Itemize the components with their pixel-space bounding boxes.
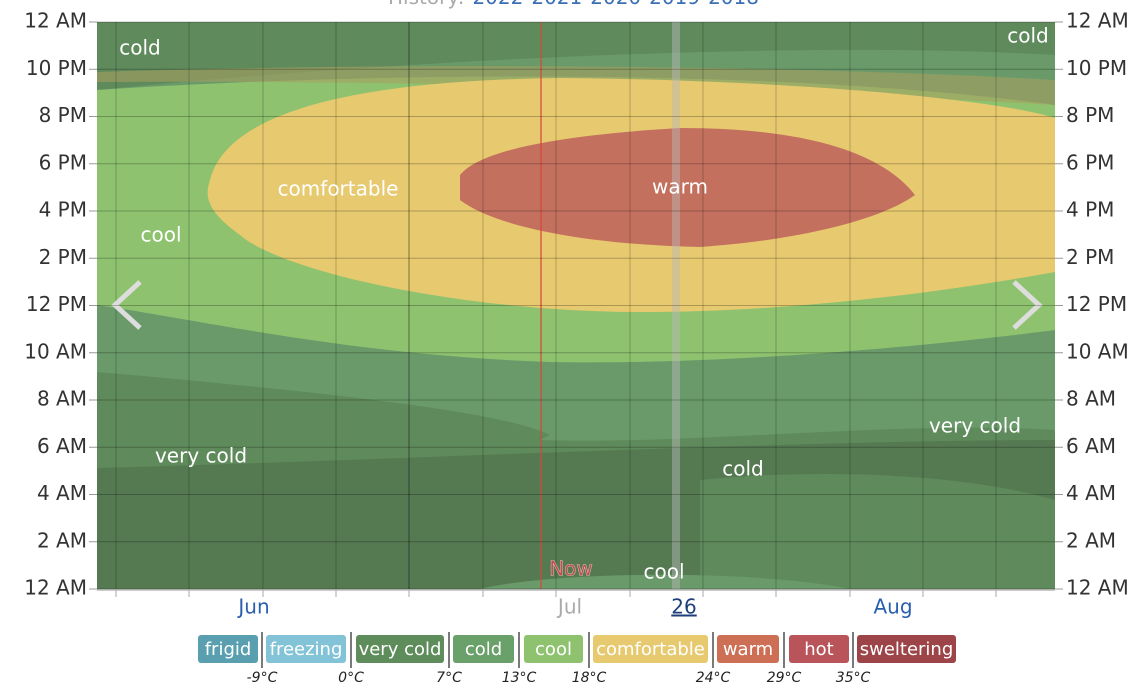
legend-swatch — [266, 635, 346, 663]
y-tick-label: 10 PM — [26, 56, 87, 80]
month-label: Aug — [873, 595, 912, 619]
history-label: History: — [388, 0, 464, 9]
legend-tick: 18°C — [572, 670, 607, 686]
y2-tick-label: 6 AM — [1066, 434, 1116, 458]
next-arrow[interactable] — [1012, 280, 1043, 330]
legend-label: cool — [535, 639, 572, 660]
y-tick-label: 4 AM — [37, 481, 87, 505]
legend-swatch — [857, 635, 956, 663]
legend-tick: 24°C — [696, 670, 731, 686]
legend-tick: 7°C — [436, 670, 462, 686]
legend-swatch — [593, 635, 708, 663]
legend-label: hot — [804, 639, 833, 660]
region-label: cold — [119, 36, 160, 60]
legend-label: cold — [465, 639, 502, 660]
selected-day — [672, 22, 680, 589]
history-year: 2021 — [531, 0, 582, 9]
legend-tick: 29°C — [767, 670, 802, 686]
legend-tick: -9°C — [247, 670, 278, 686]
y-tick-label: 8 AM — [37, 387, 87, 411]
y2-tick-label: 4 PM — [1066, 198, 1114, 222]
now-label: Now — [549, 557, 593, 581]
selected-day-label: 26 — [671, 595, 696, 619]
legend-swatch — [717, 635, 779, 663]
cold-bump — [480, 574, 850, 589]
very-cold-top — [97, 22, 1055, 90]
y2-tick-label: 4 AM — [1066, 481, 1116, 505]
legend-label: frigid — [205, 639, 252, 660]
history-year: 2020 — [590, 0, 641, 9]
week-lines — [115, 22, 997, 589]
y-tick-label: 8 PM — [39, 103, 87, 127]
legend-swatch — [356, 635, 444, 663]
region-label: warm — [652, 175, 708, 199]
legend-label: comfortable — [596, 639, 705, 660]
y-tick-label: 12 AM — [24, 576, 87, 600]
very-cold-dark — [97, 440, 1055, 589]
region-label: comfortable — [278, 177, 399, 201]
plot — [97, 22, 1055, 589]
y2-tick-label: 12 PM — [1066, 292, 1127, 316]
prev-arrow[interactable] — [111, 280, 142, 330]
y-tick-label: 2 AM — [37, 528, 87, 552]
legend-tick: 0°C — [338, 670, 364, 686]
y-tick-label: 4 PM — [39, 198, 87, 222]
y2-tick-label: 8 AM — [1066, 387, 1116, 411]
y2-tick-label: 6 PM — [1066, 150, 1114, 174]
y2-tick-label: 12 AM — [1066, 576, 1129, 600]
y2-tick-label: 10 AM — [1066, 339, 1129, 363]
legend-swatch — [789, 635, 849, 663]
legend-swatch — [198, 635, 258, 663]
region-label: very cold — [155, 444, 247, 468]
history-year: 2022 — [472, 0, 523, 9]
y-tick-label: 10 AM — [24, 339, 87, 363]
month-label: Jun — [236, 595, 269, 619]
y-tick-label: 6 AM — [37, 434, 87, 458]
history: History: 2022 2021 2020 2019 2018 — [388, 0, 759, 9]
y2-tick-label: 10 PM — [1066, 56, 1127, 80]
region-label: cool — [140, 223, 181, 247]
warm-region — [460, 128, 915, 247]
y2-tick-label: 8 PM — [1066, 103, 1114, 127]
legend-label: warm — [723, 639, 773, 660]
legend-tick: 13°C — [502, 670, 537, 686]
y-tick-label: 12 PM — [26, 292, 87, 316]
y2-tick-label: 2 AM — [1066, 528, 1116, 552]
month-label: Jul — [556, 595, 582, 619]
legend-tick: 35°C — [836, 670, 871, 686]
region-label: cold — [1007, 24, 1048, 48]
legend-label: freezing — [270, 639, 343, 660]
history-year: 2019 — [649, 0, 700, 9]
y2-tick-label: 12 AM — [1066, 9, 1129, 33]
y-tick-label: 6 PM — [39, 150, 87, 174]
region-label: cool — [643, 560, 684, 584]
legend-label: very cold — [359, 639, 442, 660]
y-tick-label: 12 AM — [24, 9, 87, 33]
legend-label: sweltering — [860, 639, 954, 660]
y-tick-label: 2 PM — [39, 245, 87, 269]
region-label: very cold — [929, 414, 1021, 438]
legend-swatch — [524, 635, 583, 663]
history-year: 2018 — [708, 0, 759, 9]
region-label: cold — [722, 457, 763, 481]
legend-swatch — [453, 635, 514, 663]
y2-tick-label: 2 PM — [1066, 245, 1114, 269]
